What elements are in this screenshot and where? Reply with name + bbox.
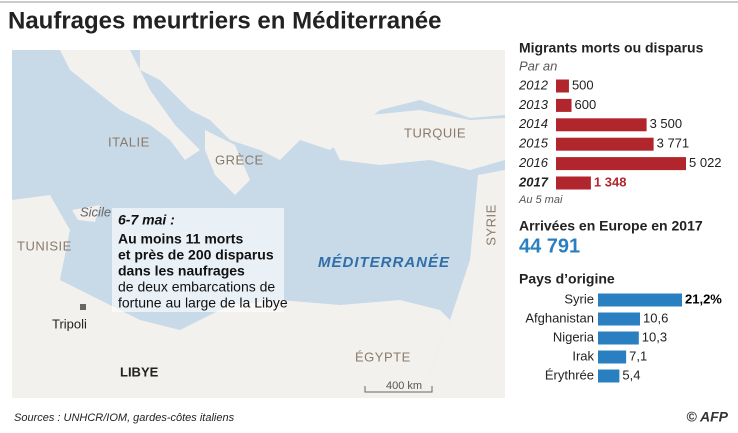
annotation-line: et près de 200 disparus bbox=[118, 247, 274, 263]
value-label: 600 bbox=[575, 97, 597, 112]
city-label: Tripoli bbox=[52, 316, 87, 331]
value-label: 3 500 bbox=[650, 116, 683, 131]
value-label: 5 022 bbox=[689, 155, 722, 170]
land-north bbox=[140, 50, 505, 160]
island-label: Sicile bbox=[80, 204, 111, 219]
sea-label: MÉDITERRANÉE bbox=[318, 254, 450, 271]
land-levant bbox=[420, 170, 505, 398]
map: ITALIE GRÈCE TURQUIE TUNISIE SYRIE LIBYE… bbox=[12, 50, 505, 398]
category-label: 2014 bbox=[518, 116, 548, 131]
bar bbox=[556, 98, 572, 112]
title: Naufrages meurtriers en Méditerranée bbox=[8, 7, 442, 34]
bar bbox=[598, 331, 639, 345]
arrivals-title: Arrivées en Europe en 2017 bbox=[519, 218, 703, 234]
category-label: 2012 bbox=[518, 77, 549, 92]
category-label: Syrie bbox=[564, 291, 594, 306]
land-sicily bbox=[72, 205, 100, 222]
bar bbox=[556, 79, 569, 93]
annotation-line: fortune au large de la Libye bbox=[118, 295, 288, 311]
bar bbox=[556, 118, 647, 132]
value-label: 10,6 bbox=[643, 310, 668, 325]
country-label: SYRIE bbox=[483, 204, 498, 246]
city-marker bbox=[80, 304, 86, 310]
bar bbox=[556, 176, 591, 190]
bar bbox=[598, 350, 627, 364]
scale-bar bbox=[364, 386, 433, 393]
source: Sources : UNHCR/IOM, gardes-côtes italie… bbox=[14, 412, 235, 424]
chart-title: Pays d’origine bbox=[519, 271, 615, 287]
value-label: 1 348 bbox=[594, 174, 627, 189]
annotation-line: dans les naufrages bbox=[118, 263, 245, 279]
bar bbox=[598, 369, 620, 383]
annotation-box bbox=[112, 208, 284, 312]
value-label: 500 bbox=[572, 77, 594, 92]
credit: © AFP bbox=[686, 409, 728, 425]
value-label: 3 771 bbox=[657, 136, 690, 151]
category-label: Érythrée bbox=[545, 367, 594, 382]
value-label: 5,4 bbox=[622, 367, 640, 382]
land-italy bbox=[60, 50, 200, 160]
category-label: Afghanistan bbox=[525, 310, 594, 325]
chart-title: Migrants morts ou disparus bbox=[519, 40, 704, 56]
category-label: 2017 bbox=[518, 174, 549, 189]
annotation-date: 6-7 mai : bbox=[118, 212, 175, 228]
category-label: Irak bbox=[572, 348, 594, 363]
annotation-line: de deux embarcations de bbox=[118, 279, 275, 295]
country-label: GRÈCE bbox=[215, 152, 264, 167]
country-label: TUNISIE bbox=[17, 238, 72, 253]
land-turkey bbox=[320, 110, 505, 170]
bar bbox=[598, 293, 682, 307]
category-label: Nigeria bbox=[553, 329, 595, 344]
chart-note: Au 5 mai bbox=[518, 194, 563, 206]
land-africa bbox=[12, 195, 450, 398]
value-label: 7,1 bbox=[629, 348, 647, 363]
category-label: 2016 bbox=[518, 155, 549, 170]
country-label: ÉGYPTE bbox=[355, 349, 411, 364]
land-greece bbox=[205, 130, 250, 195]
category-label: 2015 bbox=[518, 136, 549, 151]
country-label: LIBYE bbox=[120, 364, 159, 379]
arrivals-value: 44 791 bbox=[519, 235, 580, 257]
value-label: 10,3 bbox=[642, 329, 667, 344]
annotation-line: Au moins 11 morts bbox=[118, 231, 243, 247]
chart-subtitle: Par an bbox=[519, 58, 557, 73]
bar bbox=[598, 312, 640, 326]
country-label: ITALIE bbox=[108, 134, 150, 149]
bar bbox=[556, 157, 686, 171]
country-label: TURQUIE bbox=[404, 125, 466, 140]
scale-label: 400 km bbox=[386, 380, 422, 392]
bar bbox=[556, 137, 654, 151]
category-label: 2013 bbox=[518, 97, 549, 112]
value-label: 21,2% bbox=[685, 291, 722, 306]
